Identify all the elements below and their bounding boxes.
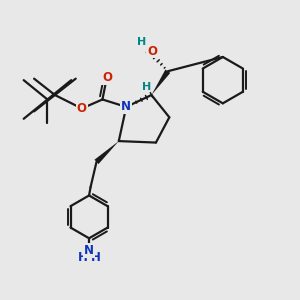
- Polygon shape: [94, 141, 119, 164]
- Text: H: H: [142, 82, 152, 92]
- Text: N: N: [84, 244, 94, 257]
- Text: H: H: [91, 251, 100, 264]
- Text: H: H: [137, 37, 147, 46]
- Text: O: O: [147, 44, 157, 58]
- Text: O: O: [76, 102, 87, 115]
- Text: N: N: [121, 100, 131, 113]
- Text: H: H: [78, 251, 88, 264]
- Polygon shape: [152, 70, 170, 95]
- Text: O: O: [102, 71, 112, 84]
